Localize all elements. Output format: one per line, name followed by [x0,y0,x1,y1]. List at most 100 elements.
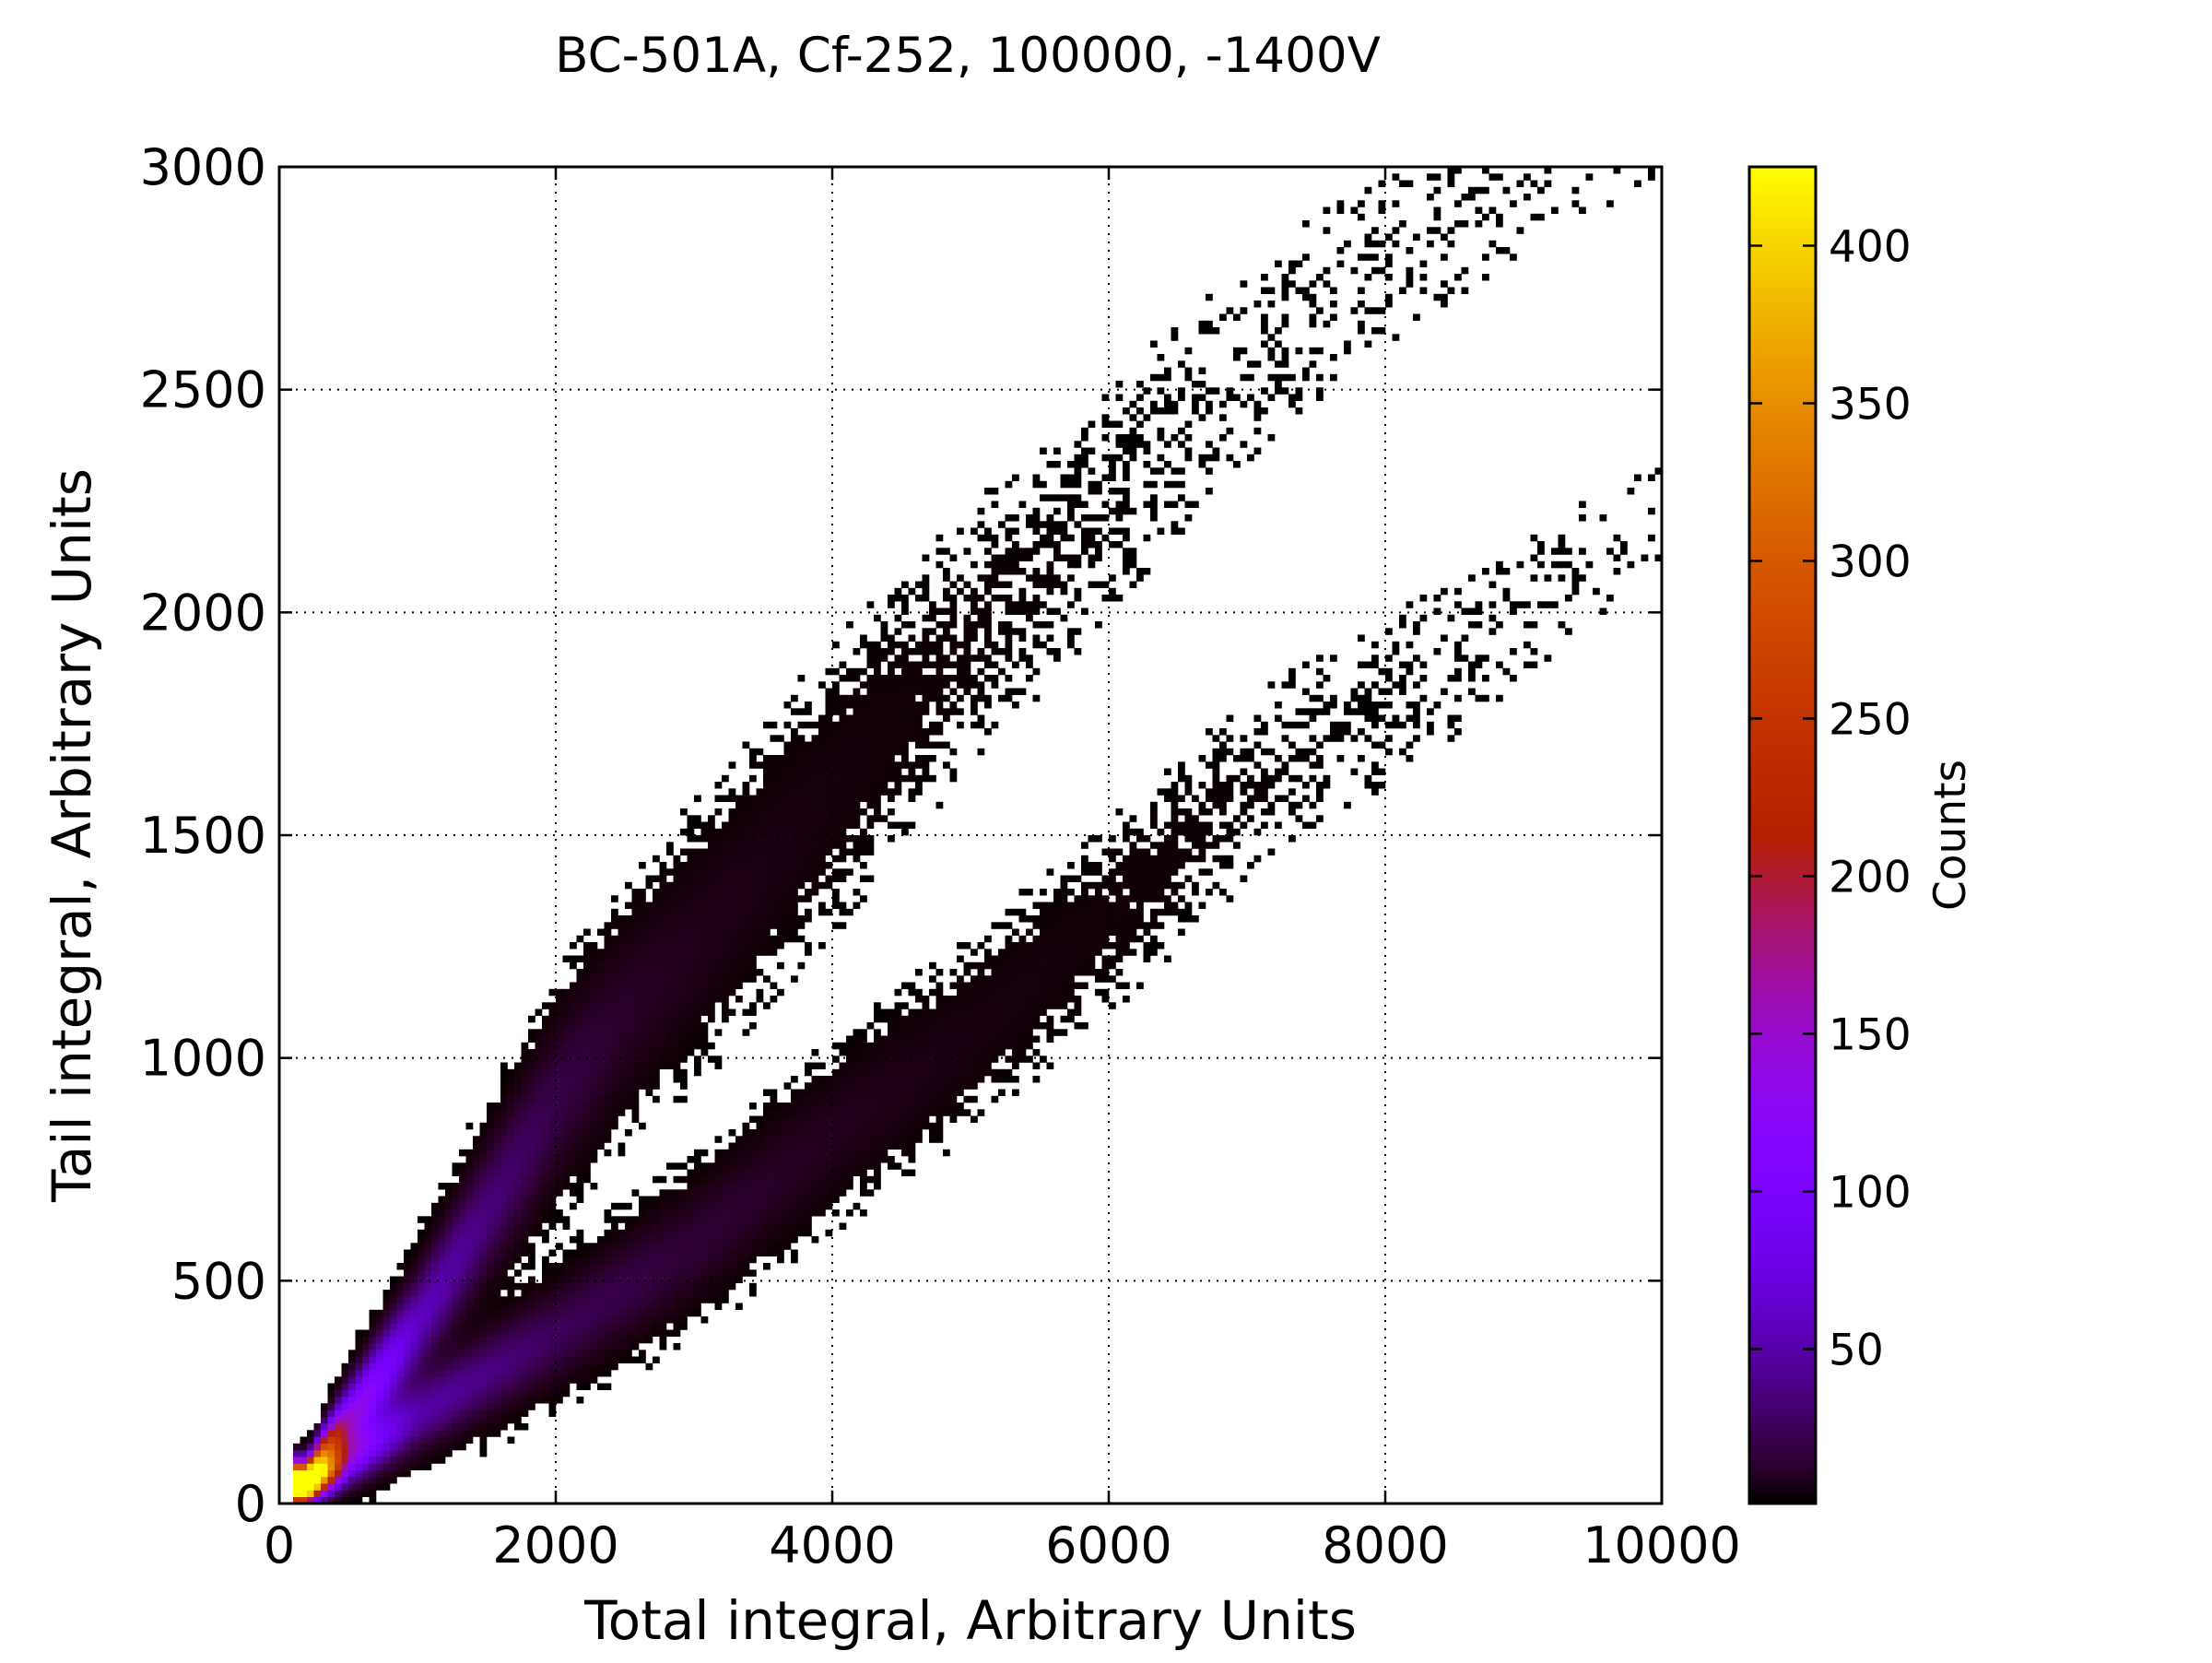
heatmap-cell [625,1323,632,1330]
heatmap-cell [922,628,930,635]
heatmap-cell [618,1149,626,1157]
heatmap-cell [576,1303,584,1310]
heatmap-cell [459,1229,466,1237]
heatmap-cell [694,1029,701,1036]
heatmap-cell [570,942,577,949]
heatmap-cell [355,1362,363,1371]
heatmap-cell [783,1082,792,1090]
heatmap-cell [327,1469,335,1478]
heatmap-cell [514,1403,522,1410]
heatmap-cell [618,1095,626,1103]
heatmap-cell [791,821,798,829]
heatmap-cell [376,1403,383,1410]
heatmap-cell [687,848,695,855]
heatmap-cell [452,1222,460,1230]
heatmap-cell [680,1015,688,1023]
heatmap-cell [528,1149,535,1157]
heatmap-cell [666,996,674,1003]
heatmap-cell [487,1169,494,1176]
heatmap-cell [860,1162,867,1170]
heatmap-cell [839,1149,847,1157]
heatmap-cell [763,902,771,909]
heatmap-cell [473,1216,480,1223]
heatmap-cell [998,1022,1006,1030]
heatmap-cell [971,601,978,608]
heatmap-cell [791,1109,798,1116]
heatmap-cell [680,928,688,936]
heatmap-cell [915,996,923,1003]
heatmap-cell [963,1015,971,1023]
heatmap-cell [479,1436,488,1444]
heatmap-cell [708,1015,715,1023]
heatmap-cell [465,1162,474,1170]
heatmap-cell [631,1309,640,1317]
heatmap-cell [818,842,826,849]
heatmap-cell [631,1290,640,1297]
heatmap-cell [749,1282,757,1291]
heatmap-cell [404,1450,411,1457]
heatmap-cell [866,1062,875,1069]
heatmap-cell [984,1042,992,1050]
heatmap-cell [362,1336,370,1344]
heatmap-cell [728,842,736,849]
heatmap-cell [542,1389,549,1398]
heatmap-cell [901,648,909,655]
heatmap-cell [431,1249,439,1256]
heatmap-cell [604,975,612,983]
heatmap-cell [438,1202,446,1210]
heatmap-cell [888,808,895,816]
heatmap-cell [507,1129,515,1137]
heatmap-cell [570,1329,577,1337]
heatmap-cell [521,1423,529,1431]
heatmap-cell [728,915,736,923]
heatmap-cell [590,982,598,989]
heatmap-cell [735,795,743,802]
heatmap-cell [597,1323,605,1330]
heatmap-cell [362,1423,370,1431]
heatmap-cell [957,1109,964,1116]
heatmap-cell [880,714,888,722]
heatmap-cell [611,1229,618,1237]
heatmap-cell [894,1115,902,1123]
heatmap-cell [728,961,736,970]
heatmap-cell [783,1196,792,1203]
heatmap-cell [673,1202,681,1210]
heatmap-cell [1040,915,1047,923]
heatmap-cell [528,1243,535,1250]
heatmap-cell [666,1062,674,1069]
heatmap-cell [673,1022,681,1030]
heatmap-cell [382,1290,391,1297]
heatmap-cell [901,655,909,662]
heatmap-cell [493,1263,501,1270]
heatmap-cell [473,1362,480,1371]
heatmap-cell [625,1082,632,1090]
heatmap-cell [957,681,964,689]
heatmap-cell [929,1089,936,1096]
heatmap-cell [382,1477,391,1484]
heatmap-cell [597,1263,605,1270]
heatmap-cell [977,1068,985,1077]
heatmap-cell [977,942,985,949]
heatmap-cell [327,1397,335,1404]
heatmap-cell [590,969,598,976]
heatmap-cell [431,1436,439,1444]
heatmap-cell [935,702,944,709]
heatmap-cell [714,1156,723,1163]
heatmap-cell [749,748,757,756]
heatmap-cell [500,1115,508,1123]
heatmap-cell [770,996,778,1003]
heatmap-cell [639,1243,646,1250]
heatmap-cell [797,821,806,829]
heatmap-cell [611,1109,618,1116]
heatmap-cell [894,1015,902,1023]
heatmap-cell [418,1416,425,1424]
heatmap-cell [874,641,881,649]
heatmap-cell [445,1202,453,1210]
heatmap-cell [666,949,674,956]
heatmap-cell [431,1316,439,1324]
heatmap-cell [548,1103,557,1110]
heatmap-cell [777,1156,784,1163]
heatmap-cell [597,1129,605,1137]
heatmap-cell [797,808,806,816]
heatmap-cell [839,728,847,736]
